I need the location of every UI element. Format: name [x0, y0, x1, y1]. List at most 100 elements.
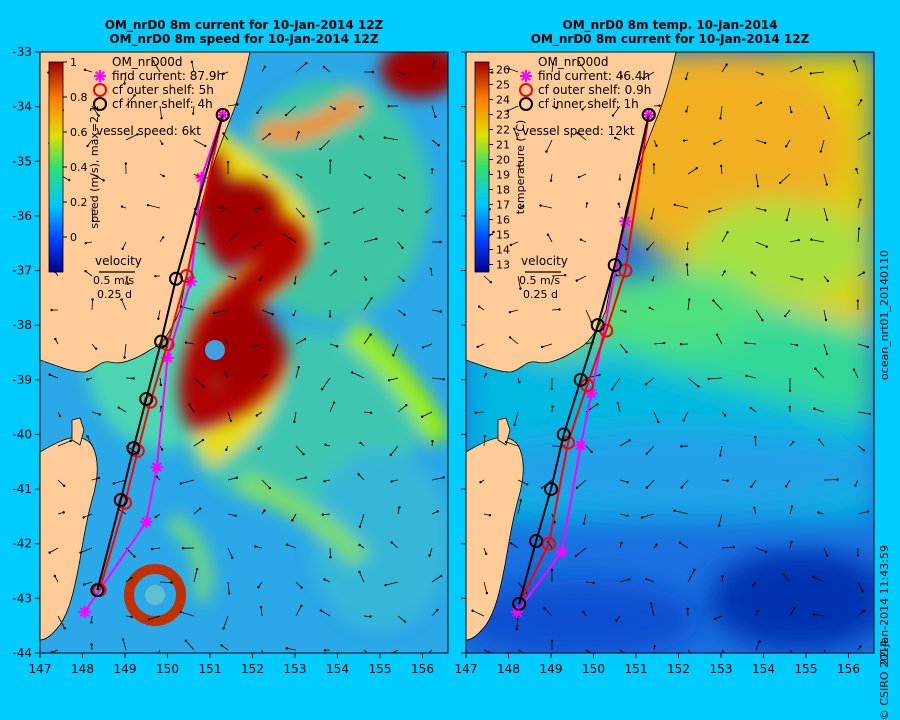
- velocity-arrow-head: [161, 143, 163, 145]
- velocity-arrow-head: [369, 615, 371, 617]
- velocity-arrow-head: [203, 243, 205, 245]
- velocity-arrow-head: [697, 385, 699, 387]
- velocity-arrow-head: [49, 374, 51, 376]
- velocity-arrow-head: [324, 649, 326, 651]
- colorbar-tick-label: 0.2: [70, 196, 88, 209]
- find-current-marker: [140, 516, 152, 528]
- velocity-arrow-head: [812, 576, 814, 578]
- velocity-arrow-head: [855, 168, 857, 170]
- velocity-arrow-head: [147, 204, 149, 206]
- velocity-arrow-head: [329, 315, 331, 317]
- velocity-arrow-head: [646, 248, 648, 250]
- velocity-arrow-head: [99, 413, 101, 415]
- velocity-arrow-head: [228, 592, 230, 594]
- velocity-arrow-head: [513, 424, 515, 426]
- velocity-arrow-head: [283, 234, 285, 236]
- velocity-arrow-head: [836, 478, 838, 480]
- velocity-arrow-head: [321, 388, 323, 390]
- colorbar-tick-label: 0.6: [70, 126, 88, 139]
- velocity-arrow-head: [369, 177, 371, 179]
- velocity-arrow-head: [220, 644, 222, 646]
- find-current-marker: [556, 546, 568, 558]
- velocity-arrow-head: [302, 215, 304, 217]
- velocity-arrow-head: [225, 449, 227, 451]
- velocity-arrow-head: [575, 555, 577, 557]
- velocity-arrow-head: [789, 390, 791, 392]
- velocity-arrow-head: [485, 553, 487, 555]
- x-tick-label: 150: [156, 662, 179, 676]
- velocity-legend-title: velocity: [95, 254, 142, 268]
- velocity-arrow-head: [853, 60, 855, 62]
- velocity-arrow-head: [682, 419, 684, 421]
- velocity-arrow-head: [854, 484, 856, 486]
- x-tick-label: 147: [455, 662, 478, 676]
- y-tick-label: -39: [12, 373, 32, 387]
- velocity-arrow-head: [476, 346, 478, 348]
- velocity-arrow-head: [359, 106, 361, 108]
- velocity-arrow-head: [271, 313, 273, 315]
- velocity-arrow-head: [213, 312, 215, 314]
- velocity-arrow-head: [51, 651, 53, 653]
- velocity-arrow-head: [646, 486, 648, 488]
- velocity-arrow-head: [484, 435, 486, 437]
- velocity-arrow-head: [818, 439, 820, 441]
- velocity-arrow-head: [714, 618, 716, 620]
- velocity-arrow-head: [863, 449, 865, 451]
- velocity-arrow-head: [820, 150, 822, 152]
- velocity-arrow-head: [626, 481, 628, 483]
- velocity-arrow-head: [121, 248, 123, 250]
- velocity-arrow-head: [68, 179, 70, 181]
- velocity-arrow-head: [260, 606, 262, 608]
- velocity-arrow-head: [859, 199, 861, 201]
- velocity-legend-duration: 0.25 d: [97, 288, 132, 301]
- velocity-arrow-head: [520, 499, 522, 501]
- legend-entry-label: find current: 87.9h: [112, 69, 224, 83]
- velocity-arrow-head: [826, 353, 828, 355]
- velocity-arrow-head: [867, 346, 869, 348]
- velocity-arrow-head: [440, 310, 442, 312]
- velocity-arrow-head: [619, 178, 621, 180]
- velocity-arrow-head: [320, 609, 322, 611]
- velocity-arrow-head: [801, 278, 803, 280]
- velocity-arrow-head: [84, 270, 86, 272]
- velocity-arrow-head: [721, 575, 723, 577]
- find-current-marker: [511, 606, 523, 618]
- legend-entry-label: cf inner shelf: 4h: [112, 97, 213, 111]
- velocity-arrow-head: [479, 481, 481, 483]
- velocity-arrow-head: [390, 454, 392, 456]
- velocity-arrow-head: [810, 72, 812, 74]
- x-tick-label: 148: [71, 662, 94, 676]
- velocity-arrow-head: [125, 162, 127, 164]
- x-tick-label: 149: [540, 662, 563, 676]
- velocity-arrow-head: [91, 643, 93, 645]
- velocity-arrow-head: [402, 280, 404, 282]
- y-tick-label: -43: [12, 591, 32, 605]
- velocity-arrow-head: [761, 319, 763, 321]
- velocity-arrow-head: [160, 384, 162, 386]
- velocity-arrow-head: [305, 62, 307, 64]
- velocity-arrow-head: [655, 544, 657, 546]
- velocity-arrow-head: [86, 435, 88, 437]
- velocity-arrow-head: [868, 132, 870, 134]
- velocity-arrow-head: [750, 486, 752, 488]
- velocity-arrow-head: [765, 551, 767, 553]
- velocity-arrow-head: [800, 66, 802, 68]
- velocity-arrow-head: [725, 63, 727, 65]
- velocity-arrow-head: [766, 245, 768, 247]
- velocity-arrow-head: [518, 381, 520, 383]
- velocity-arrow-head: [199, 507, 201, 509]
- velocity-arrow-head: [324, 444, 326, 446]
- velocity-arrow-head: [317, 211, 319, 213]
- velocity-arrow-head: [750, 271, 752, 273]
- velocity-arrow-head: [422, 346, 424, 348]
- colorbar-gradient: [475, 62, 489, 272]
- velocity-arrow-head: [708, 210, 710, 212]
- velocity-arrow-head: [358, 544, 360, 546]
- right-side-label: ocean_nrt01_20140110: [878, 250, 891, 380]
- colorbar-tick-label: 23: [496, 109, 510, 122]
- velocity-arrow-head: [59, 415, 61, 417]
- velocity-arrow-head: [526, 654, 528, 656]
- legend-header: OM_nrD00d: [538, 55, 608, 69]
- velocity-arrow-head: [430, 268, 432, 270]
